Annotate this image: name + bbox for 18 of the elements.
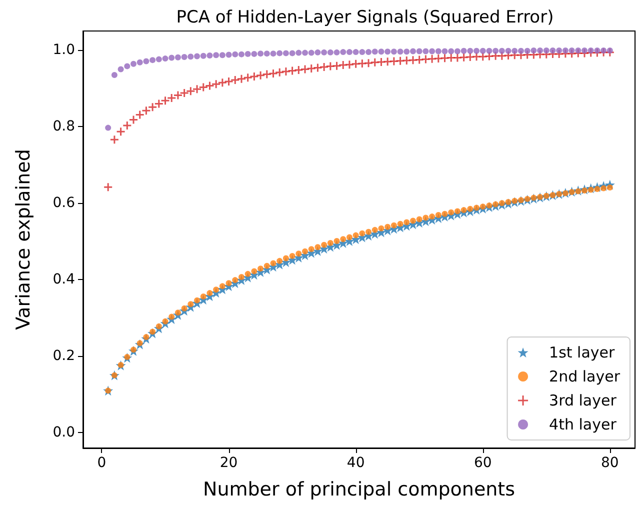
legend-label: 3rd layer	[549, 392, 618, 410]
x-tick-label: 20	[220, 455, 238, 471]
y-tick-label: 0.4	[52, 272, 76, 288]
y-tick-label: 0.0	[52, 424, 75, 441]
chart-title: PCA of Hidden-Layer Signals (Squared Error)	[176, 8, 554, 28]
x-tick-label: 40	[346, 455, 365, 471]
x-tick-label: 80	[600, 455, 619, 471]
x-axis-title: Number of principal components	[202, 478, 516, 500]
y-tick-label: 0.2	[52, 348, 75, 364]
legend-label: 2nd layer	[549, 368, 621, 386]
y-tick-label: 0.8	[52, 118, 75, 135]
y-tick-label: 1.0	[52, 42, 75, 58]
x-tick-label: 60	[474, 455, 492, 471]
y-axis-title: Variance explained	[12, 149, 34, 330]
legend-label: 4th layer	[549, 416, 618, 434]
x-tick-label: 0	[97, 455, 106, 471]
y-tick-label: 0.6	[52, 195, 76, 212]
legend-label: 1st layer	[549, 344, 616, 362]
